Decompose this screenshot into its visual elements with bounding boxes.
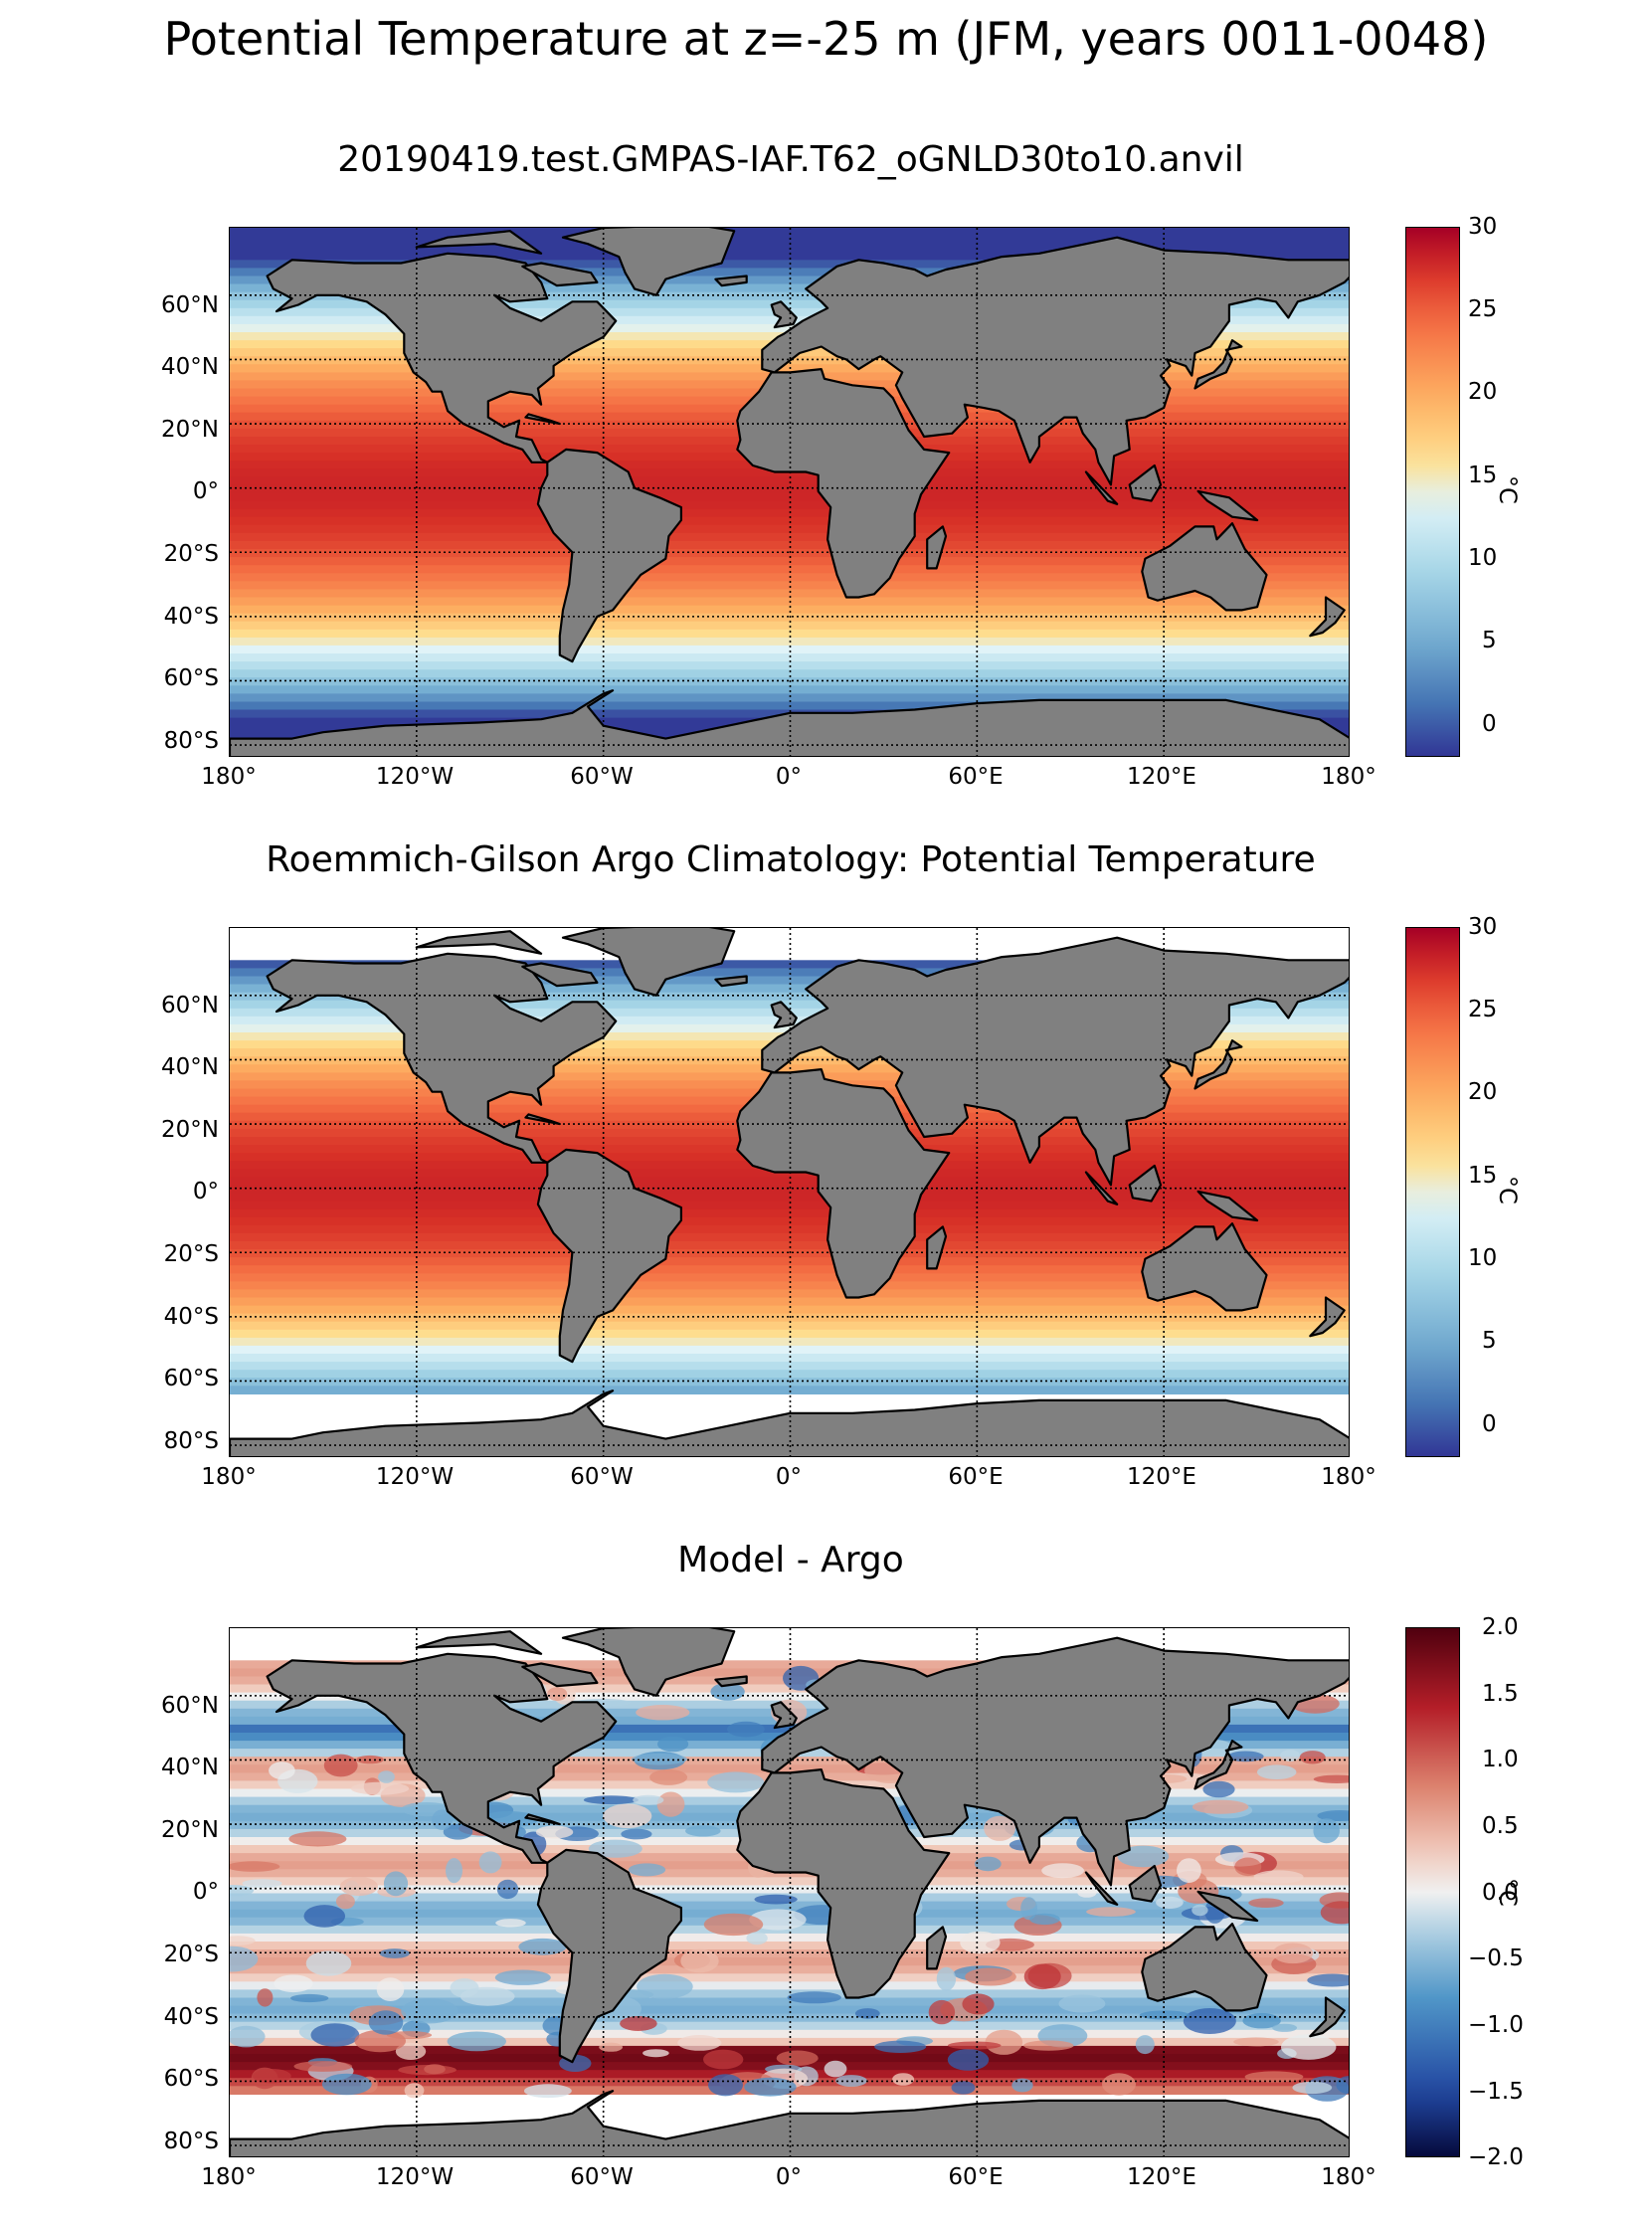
lat-label: 60°N (161, 1693, 219, 1719)
colorbar-tick: 20 (1468, 379, 1498, 405)
colorbar-tick: 5 (1482, 628, 1497, 653)
lon-label: 180° (201, 1464, 257, 1490)
lon-label: 180° (1321, 2164, 1377, 2190)
lat-label: 60°N (161, 993, 219, 1019)
lat-label: 0° (192, 478, 219, 504)
lat-label: 20°N (161, 417, 219, 443)
colorbar-tick: 10 (1468, 545, 1498, 571)
lon-label: 0° (775, 764, 803, 790)
panel-3-title: Model - Argo (677, 1540, 904, 1580)
colorbar-tick: 1.0 (1482, 1747, 1519, 1772)
panel-2-colorbar-label: °C (1494, 1176, 1522, 1204)
anomaly-patches (230, 1665, 1349, 2102)
lon-label: 120°W (375, 764, 455, 790)
colorbar-tick: 5 (1482, 1328, 1497, 1354)
panel-3-colorbar (1405, 1627, 1460, 2157)
lat-label: 80°S (163, 728, 219, 754)
lon-label: 60°E (948, 1464, 1004, 1490)
lat-label: 80°S (163, 2129, 219, 2154)
lon-label: 120°W (375, 2164, 455, 2190)
colorbar-tick: 2.0 (1482, 1614, 1519, 1640)
land-masses (230, 228, 1349, 756)
lat-label: 60°S (163, 2066, 219, 2092)
colorbar-tick: 15 (1468, 1163, 1498, 1189)
graticule (230, 1628, 1349, 2156)
panel-2-map (229, 927, 1350, 1457)
lon-label: 0° (775, 1464, 803, 1490)
lat-label: 0° (192, 1179, 219, 1204)
panel-1-colorbar-label: °C (1494, 475, 1522, 504)
lon-label: 60°E (948, 764, 1004, 790)
colorbar-tick: 0.0 (1482, 1880, 1519, 1906)
land-masses (230, 1628, 1349, 2156)
lat-label: 40°N (161, 1054, 219, 1080)
lon-label: 180° (1321, 764, 1377, 790)
lon-label: 180° (1321, 1464, 1377, 1490)
colorbar-tick: 25 (1468, 997, 1498, 1022)
colorbar-tick: 30 (1468, 214, 1498, 240)
lon-label: 180° (201, 2164, 257, 2190)
lat-label: 40°S (163, 1304, 219, 1330)
colorbar-tick: 1.5 (1482, 1681, 1519, 1707)
panel-1-map (229, 227, 1350, 757)
colorbar-tick: 20 (1468, 1079, 1498, 1105)
lat-label: 20°S (163, 1241, 219, 1267)
colorbar-tick: 10 (1468, 1245, 1498, 1271)
lon-label: 60°W (570, 764, 634, 790)
lon-label: 180° (201, 764, 257, 790)
lon-label: 0° (775, 2164, 803, 2190)
panel-2-colorbar (1405, 927, 1460, 1457)
lat-label: 20°S (163, 541, 219, 567)
colorbar-tick: −2.0 (1468, 2144, 1524, 2170)
lat-label: 40°N (161, 1755, 219, 1780)
graticule (230, 228, 1349, 756)
lat-label: 0° (192, 1879, 219, 1905)
colorbar-tick: 25 (1468, 296, 1498, 322)
lon-label: 60°W (570, 2164, 634, 2190)
panel-2-title: Roemmich-Gilson Argo Climatology: Potent… (266, 839, 1316, 880)
lat-label: 60°S (163, 665, 219, 691)
map-canvas (230, 1628, 1349, 2156)
map-canvas (230, 928, 1349, 1456)
panel-1-colorbar (1405, 227, 1460, 757)
figure-title: Potential Temperature at z=-25 m (JFM, y… (163, 12, 1489, 66)
colorbar-tick: 0 (1482, 711, 1497, 737)
lon-label: 120°E (1127, 1464, 1196, 1490)
lon-label: 60°W (570, 1464, 634, 1490)
panel-1-title: 20190419.test.GMPAS-IAF.T62_oGNLD30to10.… (337, 139, 1244, 180)
colorbar-tick: 15 (1468, 463, 1498, 488)
lon-label: 120°E (1127, 764, 1196, 790)
land-masses (230, 928, 1349, 1456)
lat-label: 20°N (161, 1117, 219, 1143)
lat-label: 40°S (163, 2004, 219, 2030)
map-canvas (230, 228, 1349, 756)
lon-label: 120°W (375, 1464, 455, 1490)
colorbar-tick: −1.5 (1468, 2079, 1524, 2105)
graticule (230, 928, 1349, 1456)
lat-label: 20°S (163, 1942, 219, 1967)
panel-3-map (229, 1627, 1350, 2157)
lat-label: 80°S (163, 1428, 219, 1454)
colorbar-tick: −1.0 (1468, 2012, 1524, 2038)
lat-label: 60°N (161, 292, 219, 318)
lon-label: 60°E (948, 2164, 1004, 2190)
colorbar-tick: 0 (1482, 1411, 1497, 1437)
lon-label: 120°E (1127, 2164, 1196, 2190)
lat-label: 20°N (161, 1817, 219, 1843)
panel-3-colorbar-label: °C (1494, 1878, 1522, 1907)
lat-label: 60°S (163, 1366, 219, 1391)
colorbar-tick: −0.5 (1468, 1945, 1524, 1971)
colorbar-tick: 30 (1468, 914, 1498, 940)
lat-label: 40°N (161, 354, 219, 380)
colorbar-tick: 0.5 (1482, 1813, 1519, 1839)
lat-label: 40°S (163, 604, 219, 630)
